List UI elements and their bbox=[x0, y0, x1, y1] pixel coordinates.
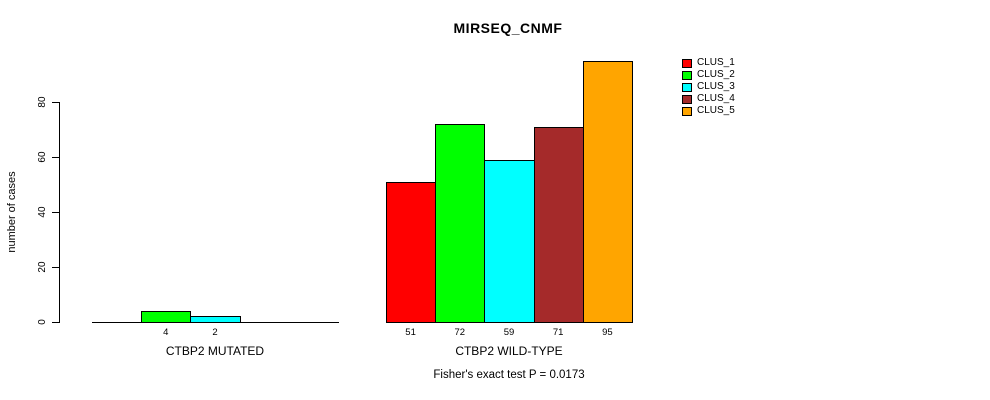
group-label-wildtype: CTBP2 WILD-TYPE bbox=[455, 344, 563, 358]
legend-item-clus_4: CLUS_4 bbox=[682, 93, 735, 105]
legend-swatch-icon bbox=[682, 94, 692, 104]
y-tick-label: 60 bbox=[37, 151, 48, 163]
bar-value-label: 51 bbox=[405, 327, 416, 338]
bar-clus_3 bbox=[484, 160, 535, 323]
y-axis-label: number of cases bbox=[6, 171, 18, 253]
legend-label: CLUS_2 bbox=[697, 69, 735, 80]
bar-clus_5 bbox=[582, 61, 633, 323]
fisher-test-caption: Fisher's exact test P = 0.0173 bbox=[433, 369, 585, 381]
legend-swatch-icon bbox=[682, 70, 692, 80]
zero-bar-clus_5 bbox=[288, 322, 339, 323]
bar-clus_3 bbox=[190, 316, 241, 323]
bar-value-label: 71 bbox=[552, 327, 564, 338]
legend-swatch-icon bbox=[682, 106, 692, 116]
chart-title: MIRSEQ_CNMF bbox=[453, 20, 563, 36]
legend-item-clus_2: CLUS_2 bbox=[682, 69, 735, 81]
group-label-mutated: CTBP2 MUTATED bbox=[165, 344, 265, 358]
legend-label: CLUS_5 bbox=[697, 105, 735, 116]
bar-value-label: 59 bbox=[503, 327, 515, 338]
bar-value-label: 2 bbox=[212, 327, 218, 338]
legend-item-clus_5: CLUS_5 bbox=[682, 105, 735, 117]
y-tick-mark bbox=[52, 322, 59, 323]
bar-value-label: 4 bbox=[163, 327, 169, 338]
legend-item-clus_3: CLUS_3 bbox=[682, 81, 735, 93]
legend-swatch-icon bbox=[682, 82, 692, 92]
bar-clus_2 bbox=[435, 124, 486, 323]
y-tick-label: 0 bbox=[37, 319, 48, 325]
y-tick-mark bbox=[52, 267, 59, 268]
bar-clus_4 bbox=[533, 127, 584, 323]
legend-label: CLUS_1 bbox=[697, 57, 735, 68]
bar-value-label: 72 bbox=[454, 327, 466, 338]
bar-value-label: 95 bbox=[602, 327, 613, 338]
legend: CLUS_1 CLUS_2 CLUS_3 CLUS_4 CLUS_5 bbox=[682, 57, 735, 117]
bar-clus_1 bbox=[386, 182, 437, 323]
y-tick-mark bbox=[52, 212, 59, 213]
legend-label: CLUS_3 bbox=[697, 81, 735, 92]
legend-item-clus_1: CLUS_1 bbox=[682, 57, 735, 69]
bar-clus_2 bbox=[141, 311, 192, 323]
zero-bar-clus_1 bbox=[92, 322, 143, 323]
y-axis-line bbox=[59, 102, 60, 323]
y-tick-mark bbox=[52, 102, 59, 103]
y-tick-label: 20 bbox=[37, 261, 48, 273]
y-tick-label: 40 bbox=[37, 206, 48, 218]
y-tick-mark bbox=[52, 157, 59, 158]
y-tick-label: 80 bbox=[37, 96, 48, 108]
zero-bar-clus_4 bbox=[239, 322, 290, 323]
legend-swatch-icon bbox=[682, 58, 692, 68]
legend-label: CLUS_4 bbox=[697, 93, 735, 104]
